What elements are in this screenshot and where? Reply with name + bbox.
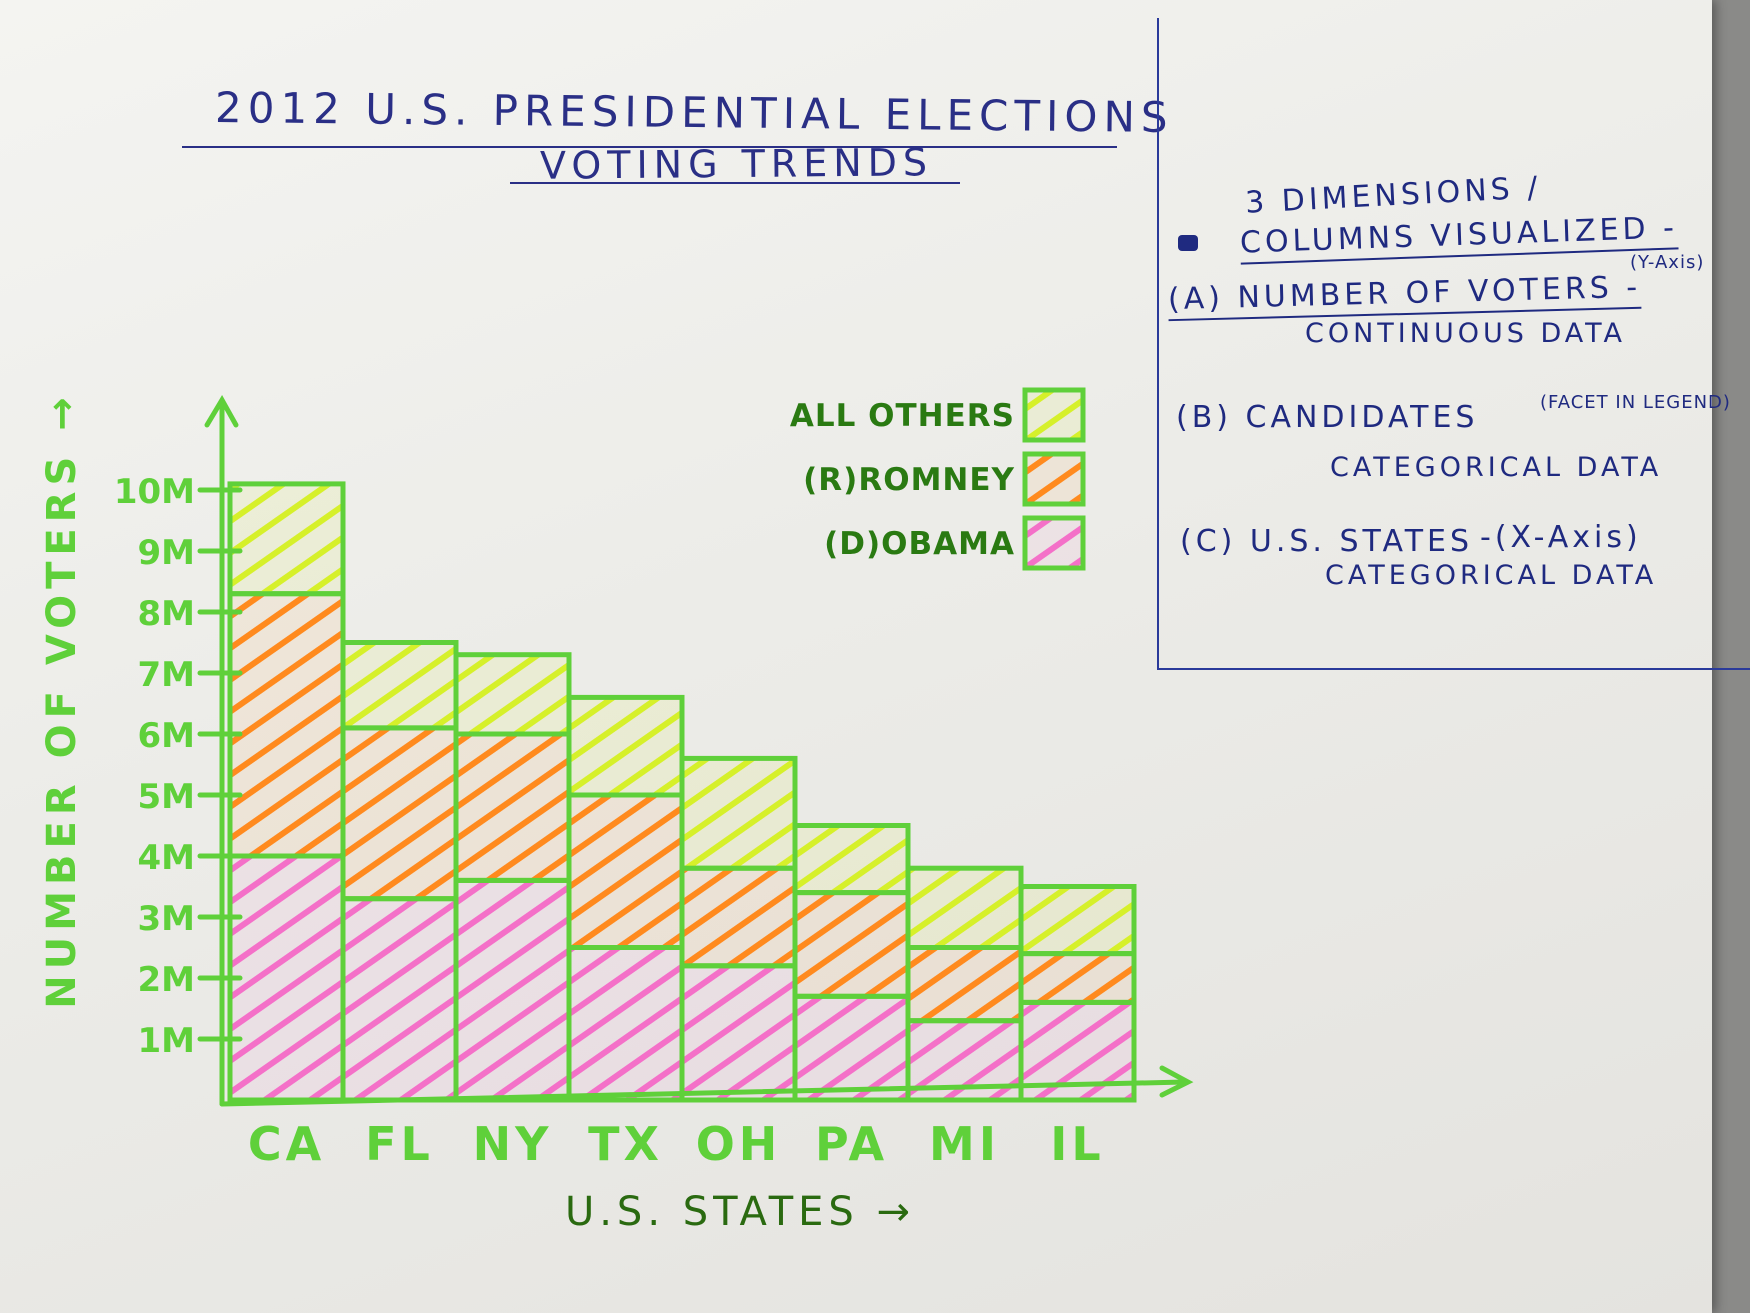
x-tick-label-fl: FL [365,1117,434,1171]
x-tick-label-mi: MI [929,1117,1000,1171]
legend-label-obama: (D)OBAMA [824,526,1015,562]
bar-others-ny [453,652,572,737]
note-b-label: (B) CANDIDATES [1176,400,1479,435]
y-tick-label-2m: 2M [138,960,196,1000]
legend-swatch-romney [1022,451,1086,507]
y-tick-label-9m: 9M [138,533,196,573]
y-axis-arrow-icon [204,395,239,428]
axes-group [204,395,1194,1107]
y-tick-label-7m: 7M [138,655,196,695]
bar-others-mi [905,865,1024,951]
bar-others-pa [792,823,911,896]
bar-obama-oh [679,963,798,1103]
bar-others-ca [227,481,346,597]
x-axis-arrow-icon [1159,1065,1194,1098]
bar-others-tx [566,694,685,798]
y-ticks-group: 1M 2M 3M 4M 5M 6M 7M 8M 9M 10M [114,472,243,1061]
x-axis-line [219,1079,1188,1107]
y-tick-label-4m: 4M [138,838,196,878]
y-tick-label-5m: 5M [138,777,196,817]
y-tick-label-3m: 3M [138,899,196,939]
x-tick-label-pa: PA [815,1117,888,1171]
title-underline-1 [182,146,1117,148]
bar-romney-pa [792,890,911,999]
legend-label-others: ALL OTHERS [790,398,1015,434]
y-tick-label-6m: 6M [138,716,196,756]
bar-others-il [1018,884,1137,957]
y-tick-label-8m: 8M [138,594,196,634]
legend-swatch-others [1022,387,1086,443]
bar-obama-ca [227,853,346,1103]
legend: ALL OTHERS (R)ROMNEY (D)OBAMA [790,387,1086,571]
x-tick-label-tx: TX [588,1117,663,1171]
note-a-type: CONTINUOUS DATA [1305,318,1627,349]
note-c-type: CATEGORICAL DATA [1325,560,1658,591]
note-b-facet: (FACET IN LEGEND) [1540,392,1731,413]
bar-obama-pa [792,993,911,1103]
x-tick-label-ca: CA [248,1117,325,1171]
bar-obama-ny [453,877,572,1103]
bar-obama-fl [340,896,459,1103]
bar-romney-fl [340,725,459,902]
note-b-type: CATEGORICAL DATA [1330,452,1663,483]
note-c-axis: -(X-Axis) [1480,520,1642,555]
bullet-icon [1178,235,1198,251]
bars-group [227,481,1137,1103]
bar-romney-ca [227,591,346,859]
note-c-label: (C) U.S. STATES [1180,524,1474,559]
bar-romney-oh [679,865,798,969]
bar-obama-tx [566,945,685,1103]
y-tick-label-10m: 10M [114,472,195,512]
y-tick-label-1m: 1M [138,1021,196,1061]
legend-swatch-obama [1022,515,1086,571]
dimensions-note-box [1157,18,1750,670]
x-tick-label-oh: OH [696,1117,782,1171]
bar-others-fl [340,640,459,731]
y-axis-label: NUMBER OF VOTERS → [39,391,85,1008]
bar-romney-il [1018,951,1137,1005]
title-underline-2 [510,182,960,184]
x-axis-label: U.S. STATES → [565,1189,915,1235]
note-a-axis: (Y-Axis) [1630,252,1705,273]
x-labels-group: CA FL NY TX OH PA MI IL [248,1117,1104,1171]
bar-romney-ny [453,731,572,883]
legend-label-romney: (R)ROMNEY [803,462,1015,498]
bar-romney-mi [905,945,1024,1024]
bar-others-oh [679,755,798,871]
bar-romney-tx [566,792,685,950]
x-tick-label-il: IL [1050,1117,1104,1171]
x-tick-label-ny: NY [473,1117,553,1171]
